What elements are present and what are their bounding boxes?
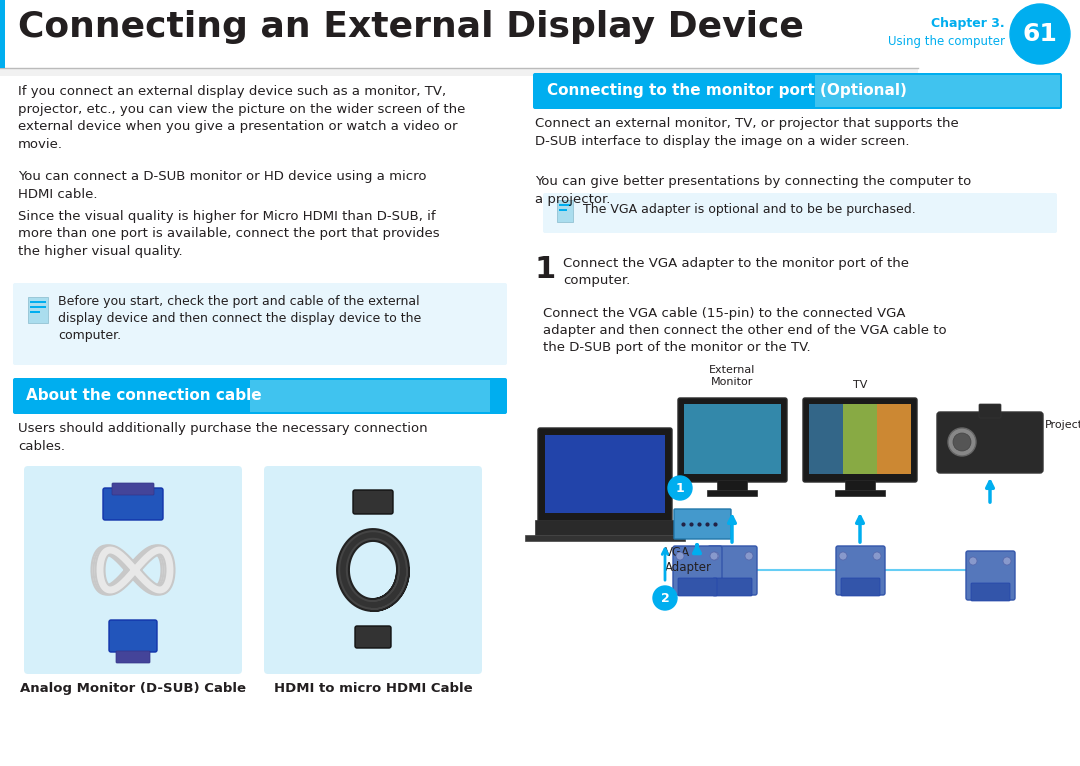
FancyBboxPatch shape xyxy=(13,283,507,365)
Text: 61: 61 xyxy=(1023,22,1057,46)
FancyBboxPatch shape xyxy=(841,578,880,596)
Text: External
Monitor: External Monitor xyxy=(708,365,755,387)
FancyBboxPatch shape xyxy=(116,651,150,663)
Circle shape xyxy=(873,552,881,560)
FancyBboxPatch shape xyxy=(264,466,482,674)
FancyBboxPatch shape xyxy=(971,583,1010,601)
FancyBboxPatch shape xyxy=(815,75,1059,107)
Text: Projector: Projector xyxy=(1045,420,1080,430)
Circle shape xyxy=(745,552,753,560)
FancyBboxPatch shape xyxy=(835,490,885,496)
FancyBboxPatch shape xyxy=(103,488,163,520)
FancyBboxPatch shape xyxy=(707,490,757,496)
Text: TV: TV xyxy=(853,380,867,390)
FancyBboxPatch shape xyxy=(535,520,675,535)
FancyBboxPatch shape xyxy=(678,578,717,596)
Circle shape xyxy=(710,552,718,560)
Circle shape xyxy=(711,552,719,560)
FancyBboxPatch shape xyxy=(249,380,490,412)
FancyBboxPatch shape xyxy=(836,546,885,595)
Text: Chapter 3.: Chapter 3. xyxy=(931,18,1005,31)
FancyBboxPatch shape xyxy=(966,551,1015,600)
Text: VGA
Adapter: VGA Adapter xyxy=(665,546,712,574)
FancyBboxPatch shape xyxy=(0,68,918,76)
FancyBboxPatch shape xyxy=(534,73,1062,109)
FancyBboxPatch shape xyxy=(843,404,877,474)
Circle shape xyxy=(839,552,847,560)
Circle shape xyxy=(1003,557,1011,565)
FancyBboxPatch shape xyxy=(13,378,507,414)
FancyBboxPatch shape xyxy=(809,404,912,474)
Text: HDMI to micro HDMI Cable: HDMI to micro HDMI Cable xyxy=(273,682,472,695)
FancyBboxPatch shape xyxy=(845,480,875,490)
Circle shape xyxy=(669,476,692,500)
FancyBboxPatch shape xyxy=(559,204,571,206)
Text: 1: 1 xyxy=(535,255,556,284)
FancyBboxPatch shape xyxy=(678,398,787,482)
Circle shape xyxy=(1010,4,1070,64)
FancyBboxPatch shape xyxy=(877,404,912,474)
Text: You can connect a D-SUB monitor or HD device using a micro
HDMI cable.: You can connect a D-SUB monitor or HD de… xyxy=(18,170,427,201)
Text: Connect the VGA cable (15-pin) to the connected VGA
adapter and then connect the: Connect the VGA cable (15-pin) to the co… xyxy=(543,307,947,354)
FancyBboxPatch shape xyxy=(674,509,731,539)
Text: You can give better presentations by connecting the computer to
a projector.: You can give better presentations by con… xyxy=(535,175,971,205)
Text: Users should additionally purchase the necessary connection
cables.: Users should additionally purchase the n… xyxy=(18,422,428,453)
Circle shape xyxy=(948,428,976,456)
Circle shape xyxy=(969,557,977,565)
FancyBboxPatch shape xyxy=(978,404,1001,418)
Circle shape xyxy=(953,433,971,451)
Text: 1: 1 xyxy=(676,482,685,495)
FancyBboxPatch shape xyxy=(809,404,843,474)
FancyBboxPatch shape xyxy=(545,435,665,513)
FancyBboxPatch shape xyxy=(353,490,393,514)
FancyBboxPatch shape xyxy=(30,306,46,308)
Text: Connecting an External Display Device: Connecting an External Display Device xyxy=(18,10,804,44)
FancyBboxPatch shape xyxy=(525,535,685,541)
Text: Before you start, check the port and cable of the external
display device and th: Before you start, check the port and cab… xyxy=(58,295,421,342)
FancyBboxPatch shape xyxy=(713,578,752,596)
Text: Using the computer: Using the computer xyxy=(888,35,1005,48)
FancyBboxPatch shape xyxy=(112,483,154,495)
FancyBboxPatch shape xyxy=(557,200,573,222)
Text: Connect an external monitor, TV, or projector that supports the
D-SUB interface : Connect an external monitor, TV, or proj… xyxy=(535,117,959,148)
Circle shape xyxy=(676,552,684,560)
Text: About the connection cable: About the connection cable xyxy=(26,388,261,404)
FancyBboxPatch shape xyxy=(28,297,48,323)
Text: The VGA adapter is optional and to be be purchased.: The VGA adapter is optional and to be be… xyxy=(583,203,916,216)
Text: 2: 2 xyxy=(661,591,670,604)
Circle shape xyxy=(653,586,677,610)
Text: If you connect an external display device such as a monitor, TV,
projector, etc.: If you connect an external display devic… xyxy=(18,85,465,150)
FancyBboxPatch shape xyxy=(109,620,157,652)
FancyBboxPatch shape xyxy=(355,626,391,648)
Text: Analog Monitor (D-SUB) Cable: Analog Monitor (D-SUB) Cable xyxy=(21,682,246,695)
Text: Connecting to the monitor port (Optional): Connecting to the monitor port (Optional… xyxy=(546,83,907,99)
FancyBboxPatch shape xyxy=(708,546,757,595)
FancyBboxPatch shape xyxy=(717,480,747,490)
FancyBboxPatch shape xyxy=(804,398,917,482)
FancyBboxPatch shape xyxy=(673,546,723,595)
FancyBboxPatch shape xyxy=(30,301,46,303)
FancyBboxPatch shape xyxy=(30,311,40,313)
Text: Connect the VGA adapter to the monitor port of the
computer.: Connect the VGA adapter to the monitor p… xyxy=(563,257,909,287)
FancyBboxPatch shape xyxy=(937,412,1043,473)
FancyBboxPatch shape xyxy=(559,209,567,211)
FancyBboxPatch shape xyxy=(0,0,5,68)
Text: Since the visual quality is higher for Micro HDMI than D-SUB, if
more than one p: Since the visual quality is higher for M… xyxy=(18,210,440,258)
FancyBboxPatch shape xyxy=(24,466,242,674)
FancyBboxPatch shape xyxy=(684,404,781,474)
FancyBboxPatch shape xyxy=(543,193,1057,233)
FancyBboxPatch shape xyxy=(538,428,672,522)
